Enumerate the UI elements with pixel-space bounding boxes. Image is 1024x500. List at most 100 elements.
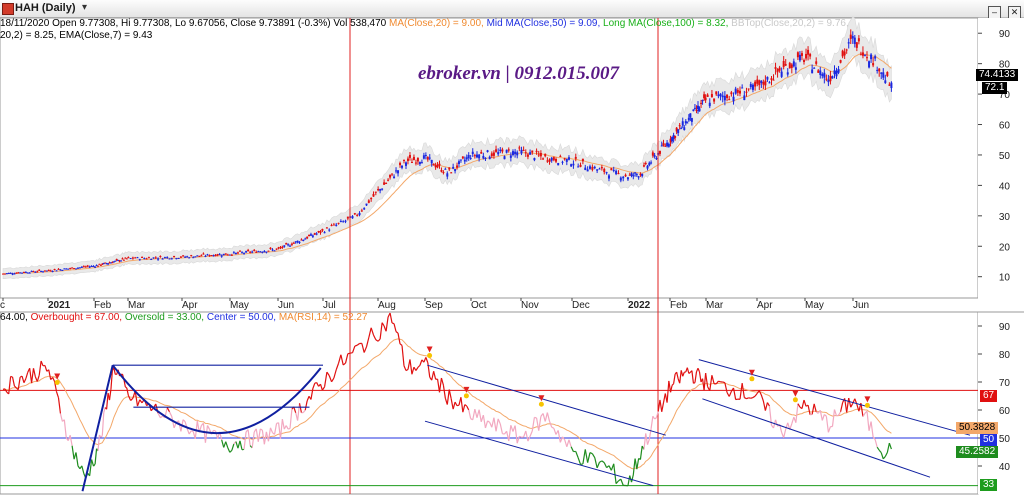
candle-body [287, 244, 290, 246]
rsi-segment [762, 400, 766, 411]
rsi-segment [698, 371, 702, 383]
rsi-segment [884, 452, 888, 457]
rsi-segment [464, 404, 468, 407]
rsi-header: 64.00, Overbought = 67.00, Oversold = 33… [0, 312, 368, 323]
rsi-segment [553, 428, 557, 435]
rsi-segment [508, 425, 512, 442]
rsi-segment [516, 436, 520, 444]
candle-body [104, 262, 107, 264]
rsi-segment [124, 386, 128, 389]
candle-body [572, 163, 575, 166]
rsi-segment [395, 331, 399, 334]
rsi-segment [878, 449, 882, 454]
rsi-segment [493, 417, 497, 432]
rsi-segment [856, 404, 860, 412]
rsi-segment [263, 431, 268, 445]
candle-body [809, 54, 812, 57]
candle-body [294, 241, 297, 243]
candle-body [745, 91, 748, 93]
dropdown-arrow-icon[interactable]: ▾ [82, 2, 88, 13]
candle-body [790, 64, 793, 68]
rsi-segment [126, 387, 129, 396]
rsi-segment [472, 409, 476, 420]
candle-body [511, 151, 514, 155]
candle-body [774, 67, 777, 69]
candle-body [692, 109, 695, 112]
rsi-tag: 45.2582 [956, 446, 999, 458]
rsi-segment [415, 367, 419, 371]
candle-body [391, 173, 394, 175]
rsi-segment [452, 401, 456, 410]
ma20-readout: MA(Close,20) = 9.00, [389, 18, 484, 29]
rsi-segment [71, 445, 75, 460]
signal-arrow [792, 390, 799, 397]
rsi-segment [229, 449, 233, 453]
candle-body [723, 95, 726, 101]
rsi-segment [446, 389, 450, 405]
candle-body [786, 72, 789, 75]
candle-body [548, 159, 551, 162]
rsi-segment [568, 439, 572, 447]
candle-body [635, 174, 638, 176]
rsi-segment [89, 459, 93, 476]
candle-body [574, 156, 577, 159]
minimize-button[interactable]: – [988, 6, 1001, 19]
candle-body [505, 149, 508, 153]
rsi-ma-line [2, 338, 892, 470]
rsi-pane [0, 311, 979, 495]
price-header-line2: 20,2) = 8.25, EMA(Close,7) = 9.43 [0, 30, 152, 41]
price-tick-label: 60 [999, 121, 1011, 132]
candle-body [147, 257, 150, 259]
rsi-segment [544, 412, 548, 422]
overbought-tag: 67 [980, 390, 998, 402]
pattern-cup-arc [111, 364, 322, 435]
candle-body [475, 154, 478, 158]
rsi-segment [94, 448, 98, 465]
candle-body [516, 152, 519, 156]
candle-body [565, 158, 568, 162]
candle-body [876, 69, 879, 71]
rsi-segment [538, 416, 542, 431]
rsi-segment [833, 409, 838, 417]
rsi-segment [44, 365, 48, 372]
candle-body [524, 152, 527, 154]
candle-body [290, 243, 293, 245]
rsi-segment [231, 443, 235, 451]
rsi-segment [333, 369, 337, 379]
candle-body [467, 155, 470, 158]
candle-body [198, 255, 201, 257]
price-tick-label: 40 [999, 181, 1011, 192]
candle-body [700, 102, 703, 104]
rsi-segment [293, 406, 297, 413]
candle-body [159, 256, 162, 258]
rsi-segment [69, 435, 73, 446]
candle-body [277, 247, 280, 249]
candle-body [184, 256, 187, 258]
candle-body [102, 263, 105, 265]
candle-body [402, 159, 405, 161]
candle-body [662, 143, 665, 146]
candle-body [363, 208, 366, 210]
signal-dot [463, 393, 469, 399]
candle-body [194, 256, 197, 258]
candle-body [610, 168, 613, 171]
month-label: Jul [323, 300, 336, 311]
candle-body [710, 94, 713, 98]
candle-body [24, 271, 27, 273]
candle-body [690, 118, 693, 122]
candle-body [747, 88, 750, 90]
candle-body [805, 53, 808, 59]
rsi-segment [306, 396, 310, 402]
month-label: Nov [521, 300, 539, 311]
rsi-segment [403, 365, 407, 371]
second-price-tag: 72.1 [982, 82, 1008, 94]
candle-body [480, 152, 483, 154]
rsi-segment [671, 383, 675, 386]
candle-body [658, 150, 661, 154]
candle-body [95, 265, 98, 267]
candle-body [302, 239, 305, 242]
candle-body [843, 51, 846, 56]
candle-body [666, 142, 669, 147]
candle-body [831, 76, 834, 79]
candle-body [319, 231, 322, 233]
